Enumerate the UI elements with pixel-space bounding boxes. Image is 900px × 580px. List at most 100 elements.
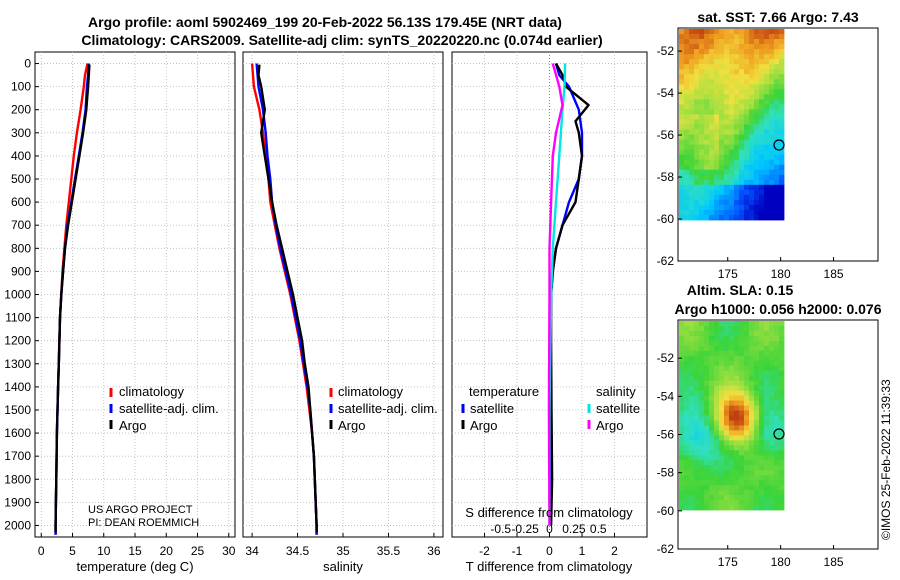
map-cell	[729, 485, 735, 491]
map-cell	[739, 460, 745, 466]
map-cell	[684, 109, 690, 115]
map-cell	[759, 154, 765, 161]
map-cell	[769, 335, 775, 342]
map-cell	[684, 54, 690, 60]
imos-timestamp: ©IMOS 25-Feb-2022 11:39:33	[879, 379, 893, 540]
map-cell	[719, 134, 725, 140]
map-cell	[724, 84, 730, 90]
map-cell	[689, 79, 695, 85]
map-cell	[754, 345, 760, 352]
map-cell	[779, 495, 785, 501]
map-cell	[734, 154, 740, 161]
map-cell	[754, 375, 760, 382]
map-cell	[704, 465, 710, 471]
map-cell	[704, 321, 710, 327]
map-cell	[774, 335, 780, 342]
map-cell	[699, 440, 705, 446]
map-cell	[719, 159, 725, 166]
map-cell	[679, 350, 685, 357]
map-cell	[769, 49, 775, 55]
map-cell	[749, 500, 755, 506]
map-cell	[709, 94, 715, 100]
map-cell	[774, 209, 780, 216]
map-cell	[774, 480, 780, 486]
map-cell	[739, 440, 745, 446]
map-cell	[769, 370, 775, 377]
sla-map-panel: Altim. SLA: 0.15 Argo h1000: 0.056 h2000…	[657, 282, 882, 569]
map-cell	[724, 104, 730, 110]
map-cell	[684, 204, 690, 211]
map-cell	[714, 475, 720, 481]
map-cell	[714, 39, 720, 45]
map-cell	[769, 174, 775, 181]
map-cell	[724, 325, 730, 332]
legend-label-t-satellite: satellite	[470, 401, 514, 416]
map-cell	[764, 465, 770, 471]
map-cell	[744, 109, 750, 115]
map-cell	[764, 59, 770, 65]
map-cell	[764, 505, 770, 511]
map-cell	[704, 64, 710, 70]
map-cell	[704, 370, 710, 377]
map-cell	[759, 495, 765, 501]
map-cell	[764, 179, 770, 186]
map-cell	[759, 109, 765, 115]
map-cell	[764, 169, 770, 176]
map-cell	[769, 29, 775, 35]
map-cell	[759, 184, 765, 191]
map-cell	[724, 169, 730, 176]
map-cell	[709, 400, 715, 406]
map-cell	[779, 109, 785, 115]
map-cell	[764, 159, 770, 166]
map-cell	[734, 54, 740, 60]
map-cell	[759, 104, 765, 110]
map-cell	[714, 450, 720, 456]
map-cell	[769, 475, 775, 481]
map-cell	[734, 430, 740, 436]
map-cell	[694, 89, 700, 95]
map-cell	[694, 199, 700, 206]
map-cell	[769, 209, 775, 216]
map-cell	[779, 355, 785, 362]
map-cell	[689, 89, 695, 95]
map-cell	[689, 134, 695, 140]
map-cell	[754, 39, 760, 45]
map-cell	[694, 435, 700, 441]
map-cell	[684, 445, 690, 451]
map-cell	[704, 390, 710, 396]
map-cell	[709, 425, 715, 431]
map-cell	[774, 84, 780, 90]
map-cell	[689, 69, 695, 75]
map-cell	[704, 44, 710, 50]
map-cell	[779, 184, 785, 191]
map-cell	[684, 199, 690, 206]
map-cell	[769, 390, 775, 396]
map-y-tick-label: -56	[657, 128, 675, 142]
map-cell	[744, 385, 750, 392]
map-y-tick-label: -52	[657, 44, 675, 58]
map-cell	[744, 365, 750, 372]
map-cell	[714, 124, 720, 130]
map-cell	[769, 124, 775, 130]
map-cell	[704, 425, 710, 431]
map-cell	[704, 149, 710, 156]
map-cell	[759, 321, 765, 327]
map-cell	[719, 505, 725, 511]
map-cell	[694, 169, 700, 176]
map-cell	[749, 29, 755, 35]
map-cell	[729, 420, 735, 426]
map-cell	[704, 495, 710, 501]
map-cell	[689, 410, 695, 416]
map-cell	[769, 154, 775, 161]
map-cell	[729, 445, 735, 451]
map-cell	[774, 330, 780, 337]
map-cell	[704, 365, 710, 372]
map-x-tick-label: 180	[771, 555, 791, 569]
map-cell	[754, 169, 760, 176]
map-cell	[774, 430, 780, 436]
map-cell	[684, 214, 690, 221]
map-cell	[764, 485, 770, 491]
map-cell	[749, 321, 755, 327]
map-cell	[689, 500, 695, 506]
map-cell	[759, 79, 765, 85]
